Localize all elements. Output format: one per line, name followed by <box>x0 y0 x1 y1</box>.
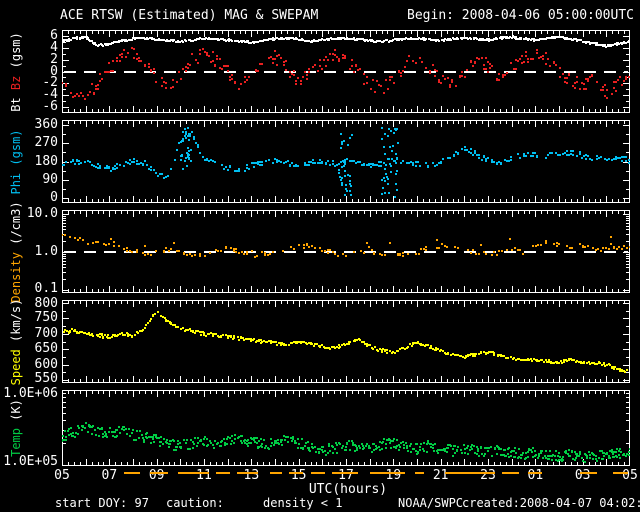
caution-density-segment <box>215 472 231 474</box>
y-axis-label-part: (gsm) <box>9 128 23 166</box>
y-tick-label: 600 <box>34 356 58 372</box>
caution-density-segment <box>580 472 597 474</box>
caution-density-segment <box>331 472 358 474</box>
caution-density-segment <box>123 472 141 474</box>
y-tick-label: 0 <box>50 189 58 205</box>
x-tick-label: 09 <box>148 468 165 483</box>
y-axis-label-part: Speed <box>9 341 23 385</box>
x-tick-label: 19 <box>385 468 402 483</box>
y-axis-label-speed: Speed (km/s) <box>9 298 23 385</box>
x-tick-label: 23 <box>480 468 496 483</box>
y-tick-label: 4 <box>50 39 58 55</box>
y-tick-label: 1.0E+06 <box>3 386 58 401</box>
y-axis-label-part: (/cm3) <box>9 200 23 245</box>
caution-density-segment <box>613 472 628 474</box>
y-tick-label: 800 <box>34 296 58 311</box>
caution-density-segment <box>414 472 425 474</box>
y-tick-label: 180 <box>34 153 58 169</box>
y-tick-label: 0 <box>50 63 58 79</box>
begin-timestamp: Begin: 2008-04-06 05:00:00UTC <box>407 8 634 23</box>
y-tick-label: -2 <box>42 75 58 91</box>
caution-density-segment <box>528 472 543 474</box>
x-tick-label: 07 <box>101 468 118 483</box>
y-tick-label: 6 <box>50 27 58 43</box>
caution-density-segment <box>237 472 259 474</box>
caution-density-segment <box>502 472 519 474</box>
panel-canvas-mag <box>62 30 630 113</box>
y-tick-label: 0.1 <box>34 281 58 296</box>
panel-canvas-speed <box>62 300 630 383</box>
x-tick-label: 03 <box>574 468 591 483</box>
x-tick-label: 21 <box>432 468 449 483</box>
x-tick-label: 05 <box>622 468 638 483</box>
y-axis-label-density: Density (/cm3) <box>9 201 23 302</box>
agency-label: NOAA/SWPC <box>398 496 464 510</box>
y-tick-label: 650 <box>34 341 58 357</box>
created-timestamp: created:2008-04-07 04:02:04UTC <box>462 496 640 510</box>
panel-canvas-temp <box>62 390 630 466</box>
y-tick-label: 2 <box>50 51 58 67</box>
y-tick-label: 1.0 <box>34 244 58 260</box>
x-tick-label: 17 <box>338 468 354 483</box>
caution-density-segment <box>289 472 304 474</box>
caution-value: density < 1 <box>263 496 343 510</box>
y-tick-label: 360 <box>34 117 58 133</box>
caution-density-segment <box>369 472 406 474</box>
x-tick-label: 13 <box>243 468 260 483</box>
y-tick-label: 90 <box>42 171 58 187</box>
x-tick-label: 11 <box>196 468 212 483</box>
plot-title: ACE RTSW (Estimated) MAG & SWEPAM <box>60 8 319 23</box>
y-axis-label-part: Phi <box>9 165 23 195</box>
caution-density-segment <box>270 472 283 474</box>
y-axis-label-temp: Temp (K) <box>9 399 23 457</box>
y-tick-label: -4 <box>42 87 58 103</box>
y-tick-label: 1.0E+05 <box>3 454 58 469</box>
y-axis-label-part: (K) <box>9 399 23 421</box>
y-axis-label-phi: Phi (gsm) <box>9 129 23 194</box>
y-axis-label-part: (gsm) <box>9 31 23 68</box>
panel-canvas-phi <box>62 120 630 203</box>
y-axis-label-part: (km/s) <box>9 298 23 342</box>
x-tick-label: 15 <box>290 468 307 483</box>
caution-density-segment <box>149 472 169 474</box>
start-doy-label: start DOY: 97 <box>55 496 149 510</box>
caution-density-segment <box>177 472 209 474</box>
y-tick-label: -6 <box>42 99 58 115</box>
y-axis-label-part: Bt <box>9 89 23 112</box>
x-axis-title: UTC(hours) <box>308 482 388 497</box>
y-axis-label-mag: Bt Bz (gsm) <box>9 32 23 112</box>
y-tick-label: 550 <box>34 371 58 386</box>
y-tick-label: 270 <box>34 135 58 151</box>
caution-density-segment <box>445 472 496 474</box>
y-tick-label: 700 <box>34 325 58 341</box>
panel-canvas-density <box>62 210 630 293</box>
x-tick-label: 01 <box>527 468 544 483</box>
y-axis-label-part: Bz <box>9 67 23 90</box>
caution-label: caution: <box>166 496 224 510</box>
y-tick-label: 10.0 <box>26 206 58 222</box>
x-tick-label: 05 <box>54 468 70 483</box>
y-axis-label-part: Temp <box>9 420 23 457</box>
y-axis-label-part: Density <box>9 244 23 303</box>
y-tick-label: 750 <box>34 310 58 326</box>
caution-density-segment <box>310 472 325 474</box>
